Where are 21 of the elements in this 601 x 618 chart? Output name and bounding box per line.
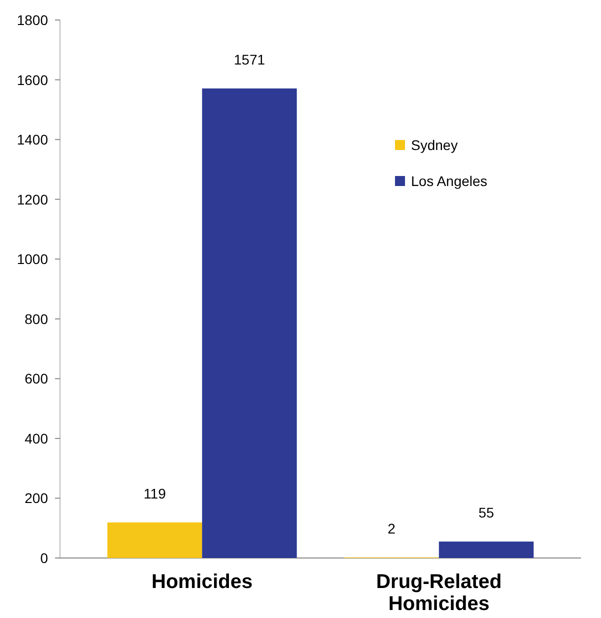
y-tick-label: 1600 (16, 72, 48, 88)
bar (107, 522, 202, 558)
y-tick-label: 0 (40, 550, 48, 566)
y-tick-label: 200 (24, 490, 48, 506)
x-tick-label: Drug-Related Homicides (376, 571, 502, 615)
y-tick-label: 1000 (16, 251, 48, 268)
y-tick-label: 1200 (16, 191, 48, 208)
y-tick-label: 1800 (16, 12, 48, 28)
legend-label: Los Angeles (411, 173, 488, 189)
data-label: 55 (478, 504, 494, 521)
data-label: 119 (144, 485, 166, 502)
bar (202, 88, 297, 558)
data-label: 2 (388, 520, 396, 536)
legend-label: Sydney (411, 137, 458, 153)
x-tick-label: Homicides (152, 571, 253, 593)
y-tick-label: 600 (24, 370, 48, 387)
data-label: 1571 (234, 51, 266, 68)
y-tick-label: 1400 (16, 132, 48, 148)
y-tick-label: 400 (24, 430, 48, 446)
bar (438, 542, 534, 558)
y-tick-label: 800 (24, 310, 48, 327)
